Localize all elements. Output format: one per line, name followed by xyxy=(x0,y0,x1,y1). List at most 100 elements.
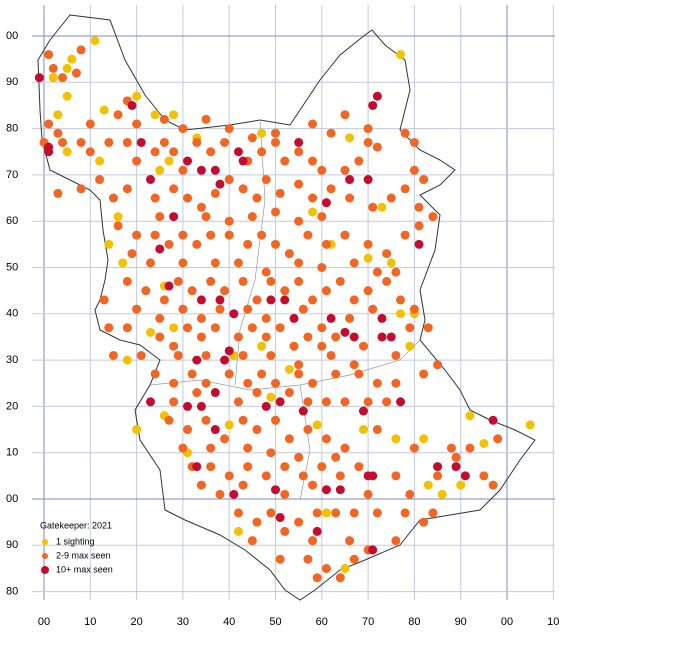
record-dot xyxy=(303,230,313,240)
record-dot xyxy=(525,420,535,430)
y-tick-label: 60 xyxy=(6,215,18,227)
record-dot xyxy=(145,258,155,268)
record-dot xyxy=(391,471,401,481)
record-dot xyxy=(44,50,54,60)
record-dot xyxy=(238,480,248,490)
record-dot xyxy=(210,188,220,198)
record-dot xyxy=(238,276,248,286)
record-dot xyxy=(224,471,234,481)
record-dot xyxy=(243,239,253,249)
x-tick-label: 80 xyxy=(408,616,420,628)
record-dot xyxy=(108,193,118,203)
record-dot xyxy=(280,462,290,472)
record-dot xyxy=(95,175,105,185)
record-dot xyxy=(317,323,327,333)
record-dot xyxy=(196,202,206,212)
record-dot xyxy=(62,63,72,73)
record-dot xyxy=(391,536,401,546)
record-dot xyxy=(465,443,475,453)
record-dot xyxy=(331,369,341,379)
y-tick-label: 40 xyxy=(6,308,18,320)
record-dot xyxy=(280,286,290,296)
record-dot xyxy=(271,137,280,147)
record-dot xyxy=(317,212,327,222)
record-dot xyxy=(266,350,276,360)
record-dot xyxy=(321,434,331,444)
record-dot xyxy=(363,489,373,499)
record-dot xyxy=(169,110,179,120)
record-dot xyxy=(261,401,271,411)
record-dot xyxy=(155,313,165,323)
record-dot xyxy=(294,137,304,147)
record-dot xyxy=(400,184,410,194)
legend: Gatekeeper: 2021 1 sighting 2-9 max seen 1… xyxy=(40,520,113,574)
record-dot xyxy=(210,425,220,435)
record-dot xyxy=(368,304,378,314)
record-dot xyxy=(433,471,443,481)
record-dot xyxy=(405,489,415,499)
record-dot xyxy=(127,100,137,110)
record-dot xyxy=(58,137,68,147)
record-dot xyxy=(243,443,253,453)
record-dot xyxy=(312,526,322,536)
record-dot xyxy=(349,295,359,305)
record-dot xyxy=(238,156,248,166)
record-dot xyxy=(275,397,285,407)
record-dot xyxy=(178,443,188,453)
record-dot xyxy=(419,369,429,379)
record-dot xyxy=(372,508,382,518)
record-dot xyxy=(159,137,169,147)
record-dot xyxy=(428,508,438,518)
record-dot xyxy=(321,508,331,518)
record-dot xyxy=(377,202,387,212)
record-dot xyxy=(271,207,280,217)
record-dot xyxy=(308,536,318,546)
record-dot xyxy=(196,165,206,175)
record-dot xyxy=(275,513,285,523)
x-tick-label: 90 xyxy=(455,616,467,628)
record-dot xyxy=(201,114,211,124)
y-tick-label: 00 xyxy=(6,30,18,42)
record-dot xyxy=(44,147,54,157)
record-dot xyxy=(206,462,216,472)
record-dot xyxy=(122,276,132,286)
record-dot xyxy=(145,397,155,407)
record-dot xyxy=(321,286,331,296)
y-tick-label: 10 xyxy=(6,447,18,459)
record-dot xyxy=(215,489,225,499)
record-dot xyxy=(437,489,447,499)
record-dot xyxy=(229,309,239,319)
record-dot xyxy=(451,452,461,462)
record-dot xyxy=(488,480,498,490)
record-dot xyxy=(76,137,86,147)
record-dot xyxy=(317,165,327,175)
record-dot xyxy=(321,198,331,208)
record-dot xyxy=(164,415,174,425)
record-dot xyxy=(298,471,308,481)
y-tick-label: 90 xyxy=(6,76,18,88)
record-dot xyxy=(224,346,234,356)
record-dot xyxy=(187,369,197,379)
record-dot xyxy=(150,110,160,120)
record-dot xyxy=(192,137,202,147)
record-dot xyxy=(423,480,433,490)
record-dot xyxy=(326,128,336,138)
record-dot xyxy=(377,313,387,323)
record-dot xyxy=(257,341,267,351)
record-dot xyxy=(169,184,179,194)
record-dot xyxy=(391,434,401,444)
record-dot xyxy=(280,295,290,305)
record-dot xyxy=(340,397,350,407)
record-dot xyxy=(62,147,72,157)
record-dot xyxy=(345,193,355,203)
record-dot xyxy=(345,536,355,546)
record-dot xyxy=(233,332,243,342)
record-dot xyxy=(243,378,253,388)
record-dot xyxy=(122,137,132,147)
record-dot xyxy=(206,230,216,240)
record-dot xyxy=(238,184,248,194)
x-tick-label: 40 xyxy=(223,616,235,628)
record-dot xyxy=(400,230,410,240)
record-dot xyxy=(76,184,86,194)
record-dot xyxy=(233,397,243,407)
